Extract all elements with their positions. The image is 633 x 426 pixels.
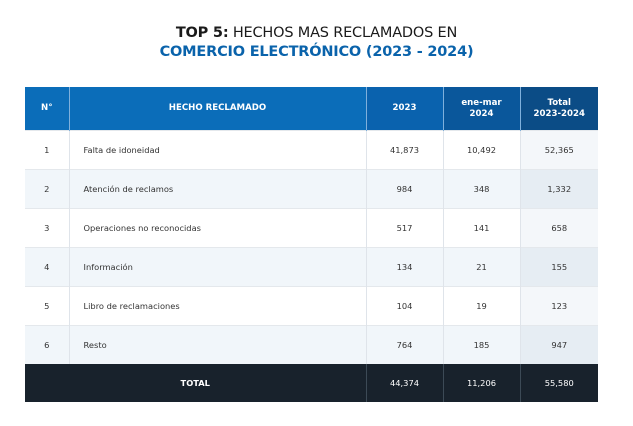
header-total-line1: Total (547, 97, 571, 108)
header-hecho: HECHO RECLAMADO (68, 87, 366, 131)
total-2023: 44,374 (365, 364, 443, 402)
cell-ene-2024: 19 (442, 286, 520, 326)
table-row: 3 Operaciones no reconocidas 517 141 658 (25, 208, 598, 248)
table-row: 1 Falta de idoneidad 41,873 10,492 52,36… (25, 130, 598, 170)
header-ene-line2: 2024 (469, 108, 494, 119)
cell-2023: 134 (365, 247, 443, 287)
cell-hecho: Información (68, 247, 366, 287)
cell-ene-2024: 348 (442, 169, 520, 209)
cell-total: 155 (519, 247, 598, 287)
cell-no: 1 (25, 130, 69, 170)
cell-2023: 764 (365, 325, 443, 364)
cell-hecho: Atención de reclamos (68, 169, 366, 209)
cell-no: 6 (25, 325, 69, 364)
cell-no: 3 (25, 208, 69, 248)
cell-hecho: Resto (68, 325, 366, 364)
total-row: TOTAL 44,374 11,206 55,580 (25, 364, 598, 402)
table-row: 2 Atención de reclamos 984 348 1,332 (25, 169, 598, 209)
title-line-1: TOP 5: HECHOS MAS RECLAMADOS EN (0, 24, 633, 43)
table-row: 6 Resto 764 185 947 (25, 325, 598, 364)
header-row: N° HECHO RECLAMADO 2023 ene-mar 2024 Tota… (25, 87, 598, 131)
cell-ene-2024: 21 (442, 247, 520, 287)
claims-table: N° HECHO RECLAMADO 2023 ene-mar 2024 Tota… (25, 87, 598, 402)
title-line-2: COMERCIO ELECTRÓNICO (2023 - 2024) (159, 44, 474, 60)
cell-hecho: Libro de reclamaciones (68, 286, 366, 326)
cell-no: 4 (25, 247, 69, 287)
title-top5: TOP 5: (175, 25, 229, 41)
cell-2023: 984 (365, 169, 443, 209)
cell-2023: 517 (365, 208, 443, 248)
table-row: 5 Libro de reclamaciones 104 19 123 (25, 286, 598, 326)
cell-total: 658 (519, 208, 598, 248)
cell-2023: 104 (365, 286, 443, 326)
cell-ene-2024: 10,492 (442, 130, 520, 170)
table-row: 4 Información 134 21 155 (25, 247, 598, 287)
title-subject: HECHOS MAS RECLAMADOS EN (228, 25, 458, 41)
cell-total: 52,365 (519, 130, 598, 170)
cell-hecho: Operaciones no reconocidas (68, 208, 366, 248)
header-no: N° (25, 87, 69, 131)
cell-total: 947 (519, 325, 598, 364)
header-total: Total 2023-2024 (519, 87, 598, 131)
cell-2023: 41,873 (365, 130, 443, 170)
header-total-line2: 2023-2024 (533, 108, 585, 119)
cell-no: 5 (25, 286, 69, 326)
header-2023: 2023 (365, 87, 443, 131)
header-ene-line1: ene-mar (461, 97, 502, 108)
cell-hecho: Falta de idoneidad (68, 130, 366, 170)
header-ene-mar-2024: ene-mar 2024 (442, 87, 520, 131)
cell-ene-2024: 141 (442, 208, 520, 248)
cell-no: 2 (25, 169, 69, 209)
cell-total: 123 (519, 286, 598, 326)
total-label: TOTAL (25, 364, 366, 402)
cell-total: 1,332 (519, 169, 598, 209)
cell-ene-2024: 185 (442, 325, 520, 364)
total-total: 55,580 (519, 364, 598, 402)
total-ene-2024: 11,206 (442, 364, 520, 402)
table-title: TOP 5: HECHOS MAS RECLAMADOS EN COMERCIO… (0, 24, 633, 62)
